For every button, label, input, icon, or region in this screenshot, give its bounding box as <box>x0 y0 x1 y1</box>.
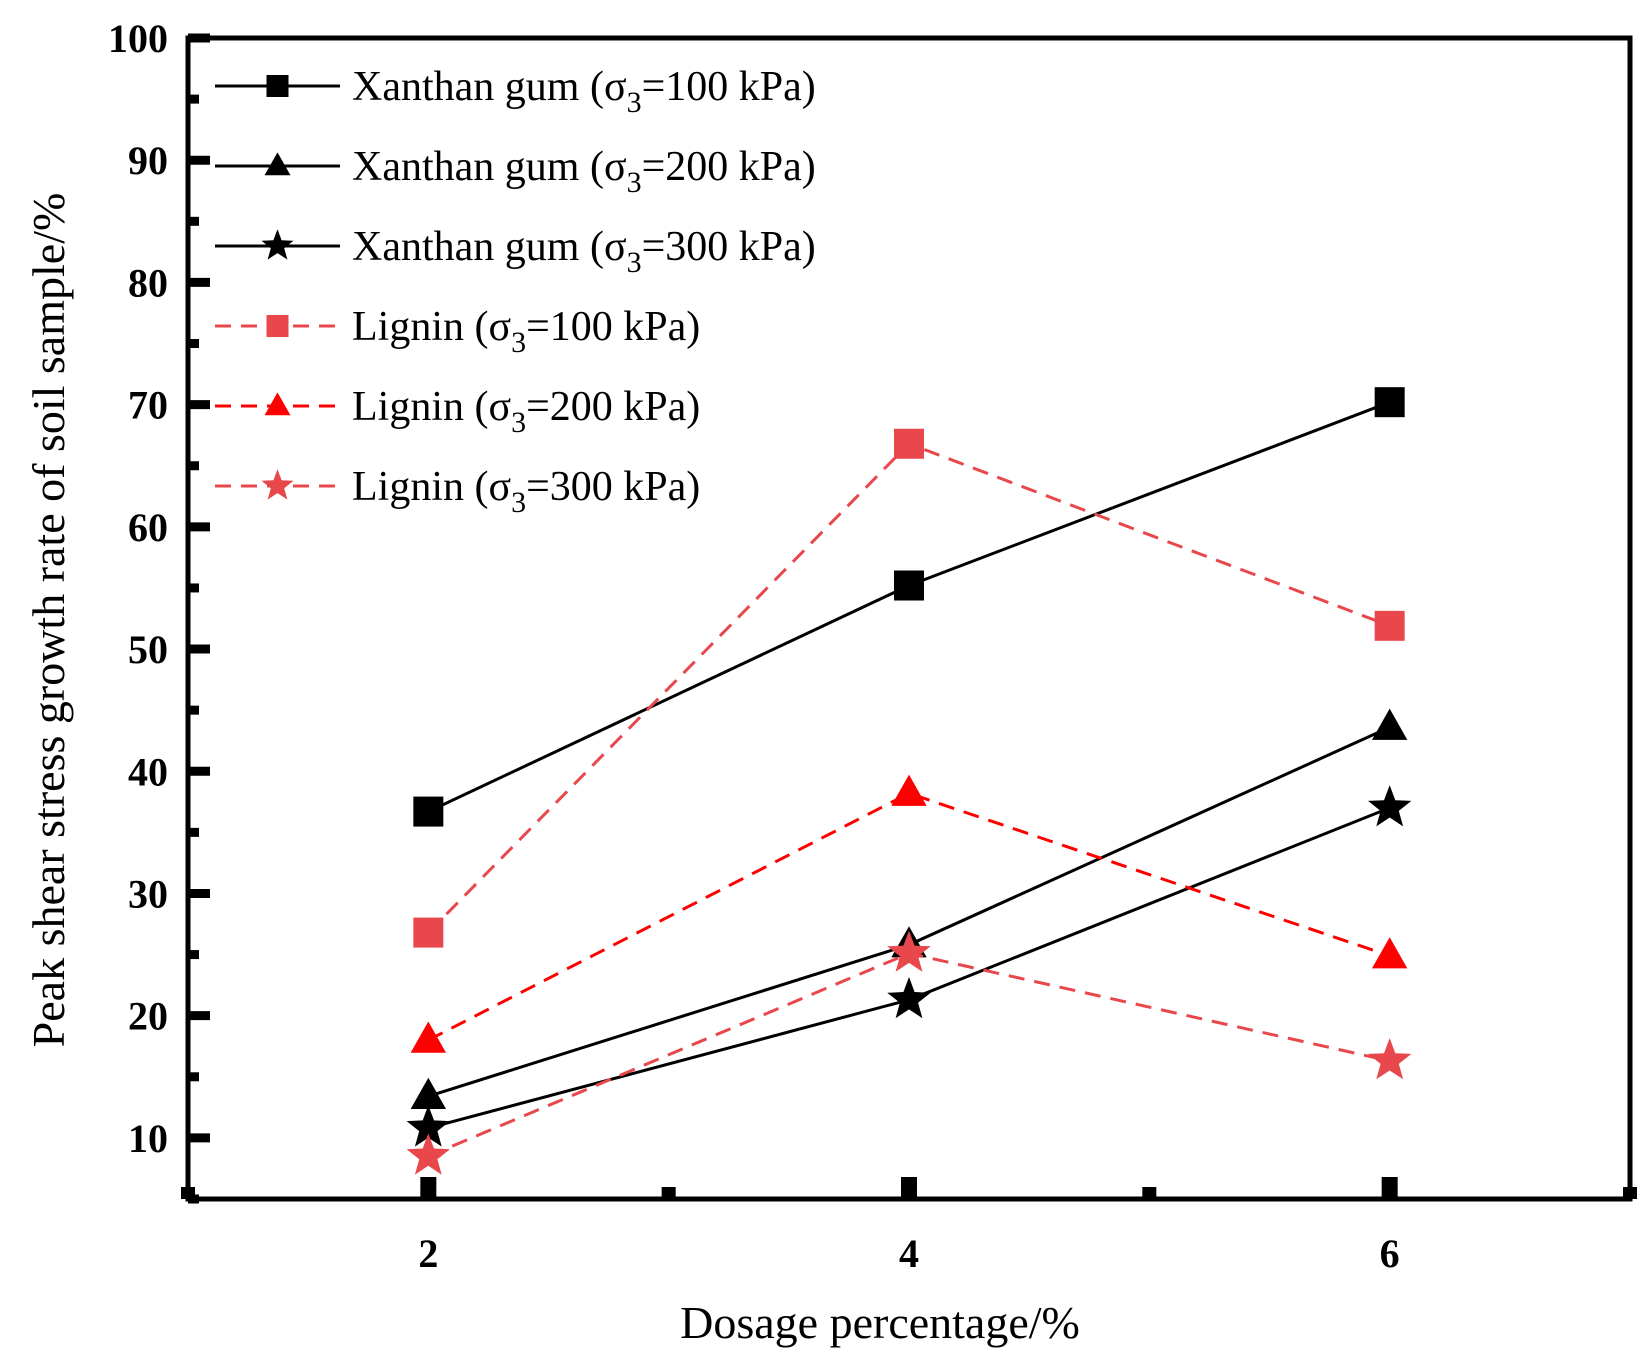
star-marker <box>887 977 931 1019</box>
y-tick-label: 100 <box>108 16 168 61</box>
y-tick-label: 10 <box>128 1116 168 1161</box>
y-tick-label: 70 <box>128 383 168 428</box>
legend-label: Lignin (σ3=300 kPa) <box>352 464 700 519</box>
series-line <box>427 806 1391 1130</box>
square-marker <box>894 428 924 459</box>
y-axis-title: Peak shear stress growth rate of soil sa… <box>23 193 74 1048</box>
y-tick-label: 80 <box>128 260 168 305</box>
star-marker <box>261 229 294 260</box>
x-tick-label: 6 <box>1380 1231 1400 1276</box>
triangle-marker <box>1371 937 1408 969</box>
legend-item: Xanthan gum (σ3=100 kPa) <box>215 64 816 119</box>
square-marker <box>894 570 924 601</box>
axis-ticks: 10 20 30 40 50 60 70 80 90 100 2 4 6 <box>108 16 1637 1276</box>
star-marker <box>406 1105 450 1147</box>
star-marker <box>406 1133 450 1175</box>
plot-frame <box>185 35 1633 1202</box>
legend-label: Lignin (σ3=100 kPa) <box>352 304 700 359</box>
legend-label: Xanthan gum (σ3=100 kPa) <box>352 64 816 119</box>
legend-item: Xanthan gum (σ3=200 kPa) <box>215 144 816 199</box>
data-series <box>406 387 1412 1175</box>
y-tick-label: 30 <box>128 871 168 916</box>
series-4 <box>413 428 1405 948</box>
x-tick-label: 4 <box>899 1231 919 1276</box>
square-marker <box>1374 610 1405 641</box>
series-line <box>427 441 1391 934</box>
triangle-marker <box>1371 708 1408 740</box>
y-tick-label: 60 <box>128 505 168 550</box>
series-1 <box>413 387 1405 827</box>
triangle-marker <box>264 152 291 176</box>
legend-label: Xanthan gum (σ3=200 kPa) <box>352 144 816 199</box>
triangle-marker <box>410 1077 447 1109</box>
y-tick-label: 90 <box>128 138 168 183</box>
star-marker <box>1368 785 1412 827</box>
triangle-marker <box>410 1021 447 1053</box>
plot-border <box>185 35 1633 1202</box>
x-axis-title: Dosage percentage/% <box>680 1297 1080 1348</box>
legend-label: Xanthan gum (σ3=300 kPa) <box>352 224 816 279</box>
square-marker <box>266 75 289 97</box>
triangle-marker <box>264 392 291 416</box>
series-2 <box>410 708 1408 1109</box>
series-3 <box>406 785 1412 1147</box>
triangle-marker <box>891 774 927 806</box>
legend: Xanthan gum (σ3=100 kPa) Xanthan gum (σ3=… <box>215 64 816 519</box>
square-marker <box>266 315 289 337</box>
star-marker <box>887 930 931 972</box>
square-marker <box>413 796 444 827</box>
legend-item: Lignin (σ3=100 kPa) <box>215 304 700 359</box>
y-tick-label: 50 <box>128 627 168 672</box>
series-6 <box>406 930 1412 1175</box>
x-tick-label: 2 <box>418 1231 438 1276</box>
series-5 <box>410 774 1408 1053</box>
y-tick-label: 40 <box>128 749 168 794</box>
y-tick-label: 20 <box>128 994 168 1039</box>
star-marker <box>261 469 294 500</box>
legend-item: Lignin (σ3=200 kPa) <box>215 384 700 439</box>
legend-item: Xanthan gum (σ3=300 kPa) <box>215 224 816 279</box>
star-marker <box>1368 1038 1412 1080</box>
square-marker <box>413 917 444 948</box>
square-marker <box>1374 387 1405 418</box>
legend-item: Lignin (σ3=300 kPa) <box>215 464 700 519</box>
legend-label: Lignin (σ3=200 kPa) <box>352 384 700 439</box>
